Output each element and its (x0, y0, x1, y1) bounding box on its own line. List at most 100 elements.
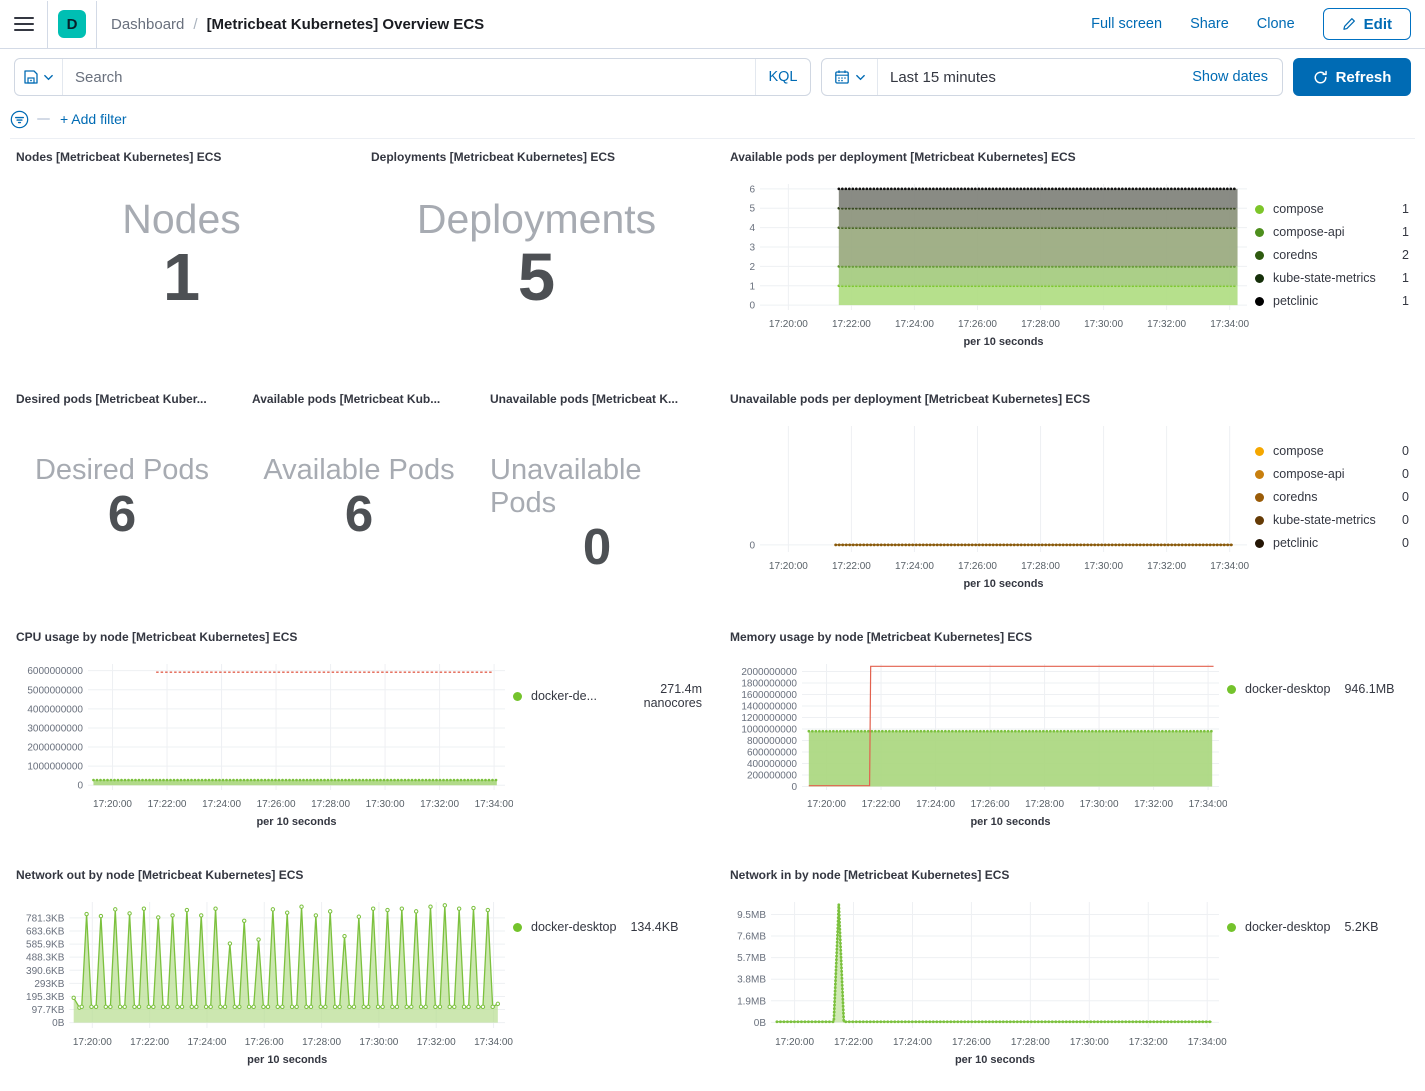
page-title: [Metricbeat Kubernetes] Overview ECS (207, 16, 485, 33)
svg-text:5: 5 (749, 204, 755, 215)
search-control: KQL (14, 58, 811, 96)
logo-cell: D (48, 1, 97, 48)
svg-text:17:26:00: 17:26:00 (971, 799, 1010, 810)
svg-text:0: 0 (749, 540, 755, 551)
legend-item[interactable]: coredns0 (1255, 490, 1409, 504)
kql-toggle[interactable]: KQL (755, 59, 810, 95)
svg-text:17:28:00: 17:28:00 (1021, 319, 1060, 330)
metric-label: Unavailable Pods (490, 454, 704, 520)
legend-item[interactable]: compose-api0 (1255, 467, 1409, 481)
legend-color-dot (1255, 470, 1264, 479)
refresh-icon (1313, 70, 1328, 85)
legend-series-name: compose (1273, 202, 1396, 216)
legend-item[interactable]: docker-desktop134.4KB (513, 920, 702, 934)
unavailable-pods-chart: 017:20:0017:22:0017:24:0017:26:0017:28:0… (730, 420, 1255, 596)
svg-text:per 10 seconds: per 10 seconds (970, 816, 1050, 828)
legend-item[interactable]: compose0 (1255, 444, 1409, 458)
svg-text:585.9KB: 585.9KB (26, 940, 65, 951)
svg-text:3.8MB: 3.8MB (737, 975, 766, 986)
legend-item[interactable]: kube-state-metrics0 (1255, 513, 1409, 527)
legend-item[interactable]: petclinic0 (1255, 536, 1409, 550)
metric-label: Nodes (122, 196, 241, 243)
svg-text:1000000000: 1000000000 (27, 762, 83, 773)
metric-value: 6 (108, 487, 136, 541)
svg-text:6000000000: 6000000000 (27, 666, 83, 677)
legend-series-name: petclinic (1273, 294, 1396, 308)
header-actions: Full screen Share Clone Edit (1091, 8, 1411, 40)
metric-value: 0 (583, 520, 611, 574)
date-picker-control: Last 15 minutes Show dates (821, 58, 1283, 96)
refresh-button[interactable]: Refresh (1293, 58, 1411, 96)
legend-item[interactable]: docker-de...271.4m nanocores (513, 682, 702, 710)
add-filter-link[interactable]: + Add filter (60, 111, 127, 127)
legend-item[interactable]: coredns2 (1255, 248, 1409, 262)
svg-text:17:26:00: 17:26:00 (257, 799, 296, 810)
legend-series-value: 1 (1402, 294, 1409, 308)
legend-item[interactable]: petclinic 1 (1255, 294, 1409, 308)
metric-label: Desired Pods (35, 454, 209, 487)
legend-series-value: 134.4KB (630, 920, 678, 934)
svg-text:per 10 seconds: per 10 seconds (955, 1054, 1035, 1066)
legend-item[interactable]: docker-desktop946.1MB (1227, 682, 1409, 696)
legend-series-name: compose-api (1273, 467, 1396, 481)
legend-item[interactable]: compose1 (1255, 202, 1409, 216)
svg-text:per 10 seconds: per 10 seconds (963, 336, 1043, 348)
svg-text:17:30:00: 17:30:00 (366, 799, 405, 810)
svg-text:per 10 seconds: per 10 seconds (247, 1054, 327, 1066)
chart-legend: docker-desktop946.1MB (1227, 682, 1409, 705)
legend-color-dot (1255, 251, 1264, 260)
top-header: D Dashboard / [Metricbeat Kubernetes] Ov… (0, 0, 1425, 49)
legend-item[interactable]: kube-state-metrics1 (1255, 271, 1409, 285)
filter-icon[interactable] (10, 110, 29, 129)
search-input[interactable] (63, 69, 755, 86)
full-screen-link[interactable]: Full screen (1091, 16, 1162, 32)
svg-text:1600000000: 1600000000 (741, 690, 797, 701)
svg-text:17:24:00: 17:24:00 (187, 1037, 226, 1048)
save-icon (23, 69, 39, 85)
svg-text:1200000000: 1200000000 (741, 713, 797, 724)
metric-desired-pods: Desired Pods 6 (16, 454, 228, 541)
share-link[interactable]: Share (1190, 16, 1229, 32)
panel-title: CPU usage by node [Metricbeat Kubernetes… (16, 630, 702, 644)
svg-text:5.7MB: 5.7MB (737, 953, 766, 964)
cpu-usage-chart: 0100000000020000000003000000000400000000… (16, 658, 513, 834)
legend-item[interactable]: docker-desktop5.2KB (1227, 920, 1409, 934)
breadcrumb-dashboard-link[interactable]: Dashboard (111, 16, 184, 33)
panel-unavailable-pods-chart: Unavailable pods per deployment [Metricb… (722, 384, 1417, 614)
legend-color-dot (513, 692, 522, 701)
svg-text:683.6KB: 683.6KB (26, 927, 65, 938)
legend-color-dot (1255, 516, 1264, 525)
edit-button[interactable]: Edit (1323, 8, 1411, 40)
chevron-down-icon (43, 72, 54, 83)
metric-value: 1 (163, 243, 200, 313)
space-logo[interactable]: D (58, 10, 86, 38)
svg-text:per 10 seconds: per 10 seconds (256, 816, 336, 828)
show-dates-link[interactable]: Show dates (1192, 69, 1282, 85)
legend-series-value: 271.4m nanocores (611, 682, 702, 710)
legend-series-name: coredns (1273, 490, 1396, 504)
pencil-icon (1342, 17, 1356, 31)
svg-text:17:20:00: 17:20:00 (775, 1037, 814, 1048)
svg-text:17:22:00: 17:22:00 (834, 1037, 873, 1048)
panel-title: Available pods [Metricbeat Kub... (252, 392, 466, 406)
svg-text:2000000000: 2000000000 (27, 743, 83, 754)
svg-text:17:24:00: 17:24:00 (893, 1037, 932, 1048)
clone-link[interactable]: Clone (1257, 16, 1295, 32)
network-out-chart: 0B97.7KB195.3KB293KB390.6KB488.3KB585.9K… (16, 896, 513, 1072)
svg-text:4000000000: 4000000000 (27, 704, 83, 715)
panel-deployments: Deployments [Metricbeat Kubernetes] ECS … (363, 142, 710, 378)
legend-item[interactable]: compose-api1 (1255, 225, 1409, 239)
legend-series-value: 1 (1402, 271, 1409, 285)
metric-value: 6 (345, 487, 373, 541)
legend-color-dot (1255, 205, 1264, 214)
metric-value: 5 (518, 243, 555, 313)
breadcrumb-separator: / (193, 16, 197, 33)
panel-title: Nodes [Metricbeat Kubernetes] ECS (16, 150, 347, 164)
calendar-button[interactable] (822, 59, 878, 95)
time-range-value[interactable]: Last 15 minutes (878, 69, 1192, 86)
breadcrumb: Dashboard / [Metricbeat Kubernetes] Over… (111, 16, 1091, 33)
svg-text:400000000: 400000000 (747, 759, 797, 770)
saved-query-button[interactable] (15, 59, 63, 95)
hamburger-menu-icon[interactable] (0, 1, 48, 48)
svg-text:17:24:00: 17:24:00 (895, 561, 934, 572)
